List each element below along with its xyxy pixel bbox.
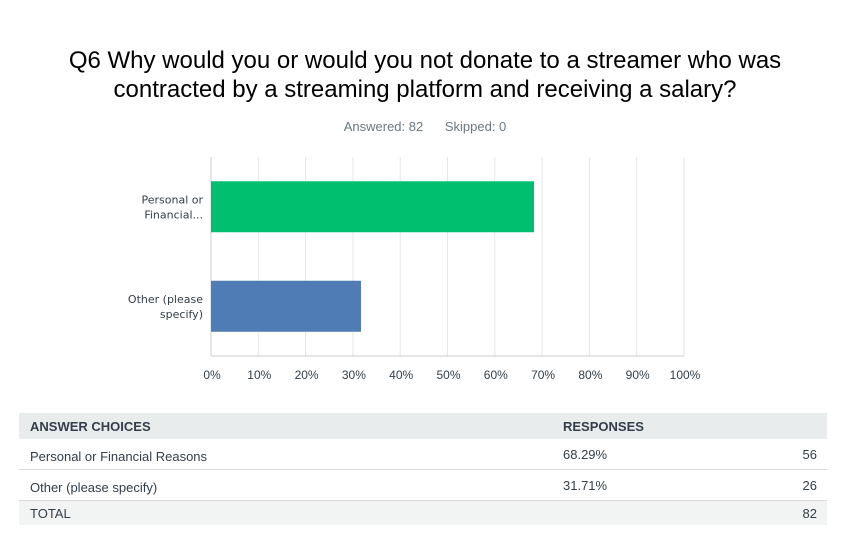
table-row: Other (please specify) 31.71% 26: [19, 470, 827, 501]
table-total-row: TOTAL 82: [19, 501, 827, 525]
x-tick-label: 30%: [342, 368, 366, 382]
total-label: TOTAL: [30, 506, 71, 521]
row-choice: Personal or Financial Reasons: [30, 449, 208, 464]
category-label: specify): [160, 308, 203, 321]
x-tick-label: 40%: [389, 368, 413, 382]
category-label: Personal or: [141, 193, 203, 206]
bar: [211, 181, 535, 233]
bar: [211, 280, 361, 332]
x-tick-label: 20%: [295, 368, 319, 382]
answer-table: ANSWER CHOICES RESPONSES Personal or Fin…: [19, 413, 827, 525]
x-tick-label: 90%: [626, 368, 650, 382]
question-title: Q6 Why would you or would you not donate…: [68, 47, 782, 103]
x-tick-label: 80%: [578, 368, 602, 382]
skipped-count: Skipped: 0: [444, 119, 507, 134]
total-count: 82: [802, 506, 817, 521]
header-responses: RESPONSES: [563, 419, 644, 434]
row-percent: 68.29%: [563, 447, 608, 462]
x-tick-label: 10%: [247, 368, 271, 382]
x-tick-label: 100%: [670, 368, 701, 382]
row-count: 26: [802, 478, 817, 493]
category-label: Other (please: [128, 293, 203, 306]
row-count: 56: [802, 447, 817, 462]
response-stats: Answered: 82 Skipped: 0: [0, 119, 850, 134]
x-tick-label: 0%: [203, 368, 221, 382]
row-choice: Other (please specify): [30, 480, 158, 495]
table-column-divider: [552, 413, 554, 523]
row-percent: 31.71%: [563, 478, 608, 493]
category-label: Financial...: [144, 208, 203, 221]
header-answer-choices: ANSWER CHOICES: [30, 419, 151, 434]
x-tick-label: 70%: [531, 368, 555, 382]
table-header-row: ANSWER CHOICES RESPONSES: [19, 413, 827, 439]
table-row: Personal or Financial Reasons 68.29% 56: [19, 439, 827, 470]
bar-chart: 0% 10% 20% 30% 40% 50% 60% 70% 80% 90% 100% Persona…: [128, 157, 701, 382]
answered-count: Answered: 82: [343, 119, 424, 134]
x-tick-label: 50%: [436, 368, 460, 382]
x-tick-label: 60%: [484, 368, 508, 382]
